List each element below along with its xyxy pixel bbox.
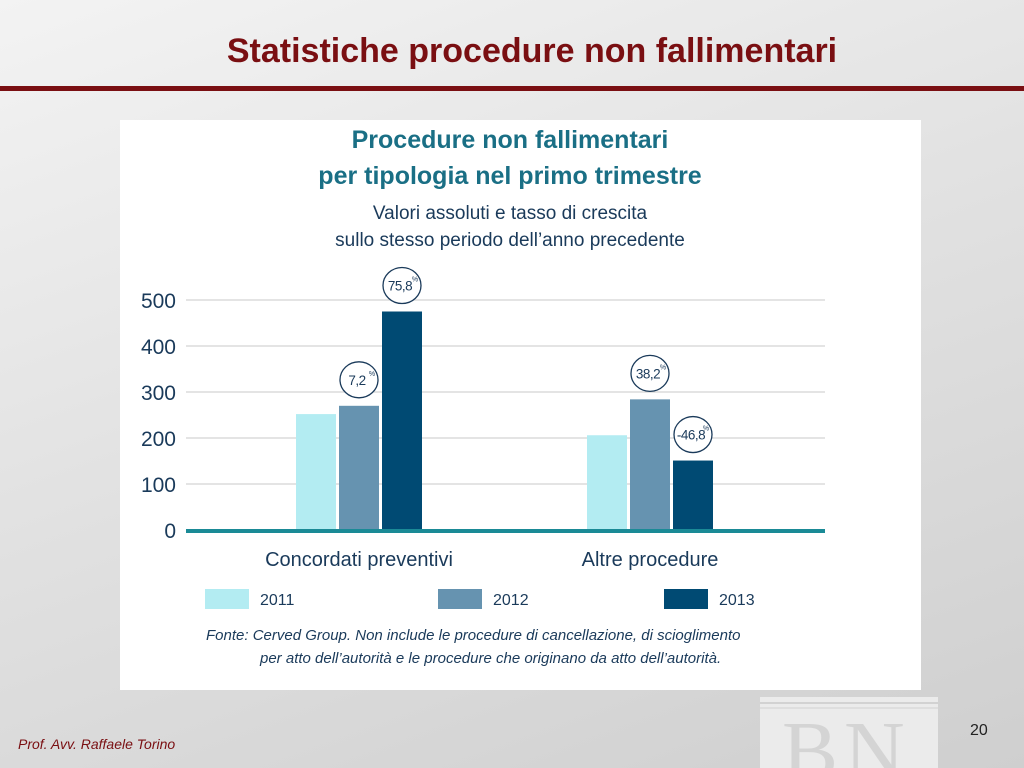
bar-2012 [630,399,670,530]
growth-badge [673,415,713,454]
growth-value: 75,8 [388,279,412,294]
legend-label-2011: 2011 [260,592,295,609]
x-category-label: Altre procedure [582,549,719,571]
growth-value: 7,2 [348,373,365,388]
growth-badge [630,354,670,393]
growth-percent-sign: % [369,371,375,378]
bar-chart: Procedure non fallimentari per tipologia … [141,126,825,667]
y-tick-label: 200 [141,428,176,451]
chart-title-line: per tipologia nel primo trimestre [318,162,701,190]
source-note-line: Fonte: Cerved Group. Non include le proc… [206,627,740,644]
bar-2011 [587,435,627,530]
growth-percent-sign: % [703,426,709,433]
bar-2012 [339,405,379,530]
y-tick-label: 0 [164,520,176,543]
y-tick-label: 100 [141,474,176,497]
y-tick-label: 500 [141,290,176,313]
svg-text:BN: BN [782,705,911,768]
chart-subtitle-line: sullo stesso periodo dell’anno precedent… [335,230,685,251]
growth-percent-sign: % [660,364,666,371]
title-divider [0,86,1024,91]
logo: BN [760,697,938,768]
chart-subtitle-line: Valori assoluti e tasso di crescita [373,203,648,224]
legend-label-2012: 2012 [493,592,529,609]
legend-swatch-2013 [664,589,708,609]
page-number: 20 [970,722,988,739]
bar-2011 [296,414,336,530]
chart-panel: Procedure non fallimentari per tipologia … [120,120,921,690]
x-category-label: Concordati preventivi [265,549,453,571]
chart-title-line: Procedure non fallimentari [352,126,669,154]
growth-value: 38,2 [636,366,660,381]
footer-author: Prof. Avv. Raffaele Torino [18,736,176,752]
source-note-line: per atto dell’autorità e le procedure ch… [259,650,721,667]
legend-swatch-2012 [438,589,482,609]
y-tick-label: 400 [141,336,176,359]
y-tick-label: 300 [141,382,176,405]
growth-badge [382,266,422,305]
legend-swatch-2011 [205,589,249,609]
bar-2013 [382,311,422,530]
legend-label-2013: 2013 [719,592,755,609]
bar-2013 [673,460,713,530]
growth-badge [339,361,379,399]
slide-title: Statistiche procedure non fallimentari [226,32,838,70]
growth-percent-sign: % [412,277,418,284]
growth-value: -46,8 [677,428,705,443]
